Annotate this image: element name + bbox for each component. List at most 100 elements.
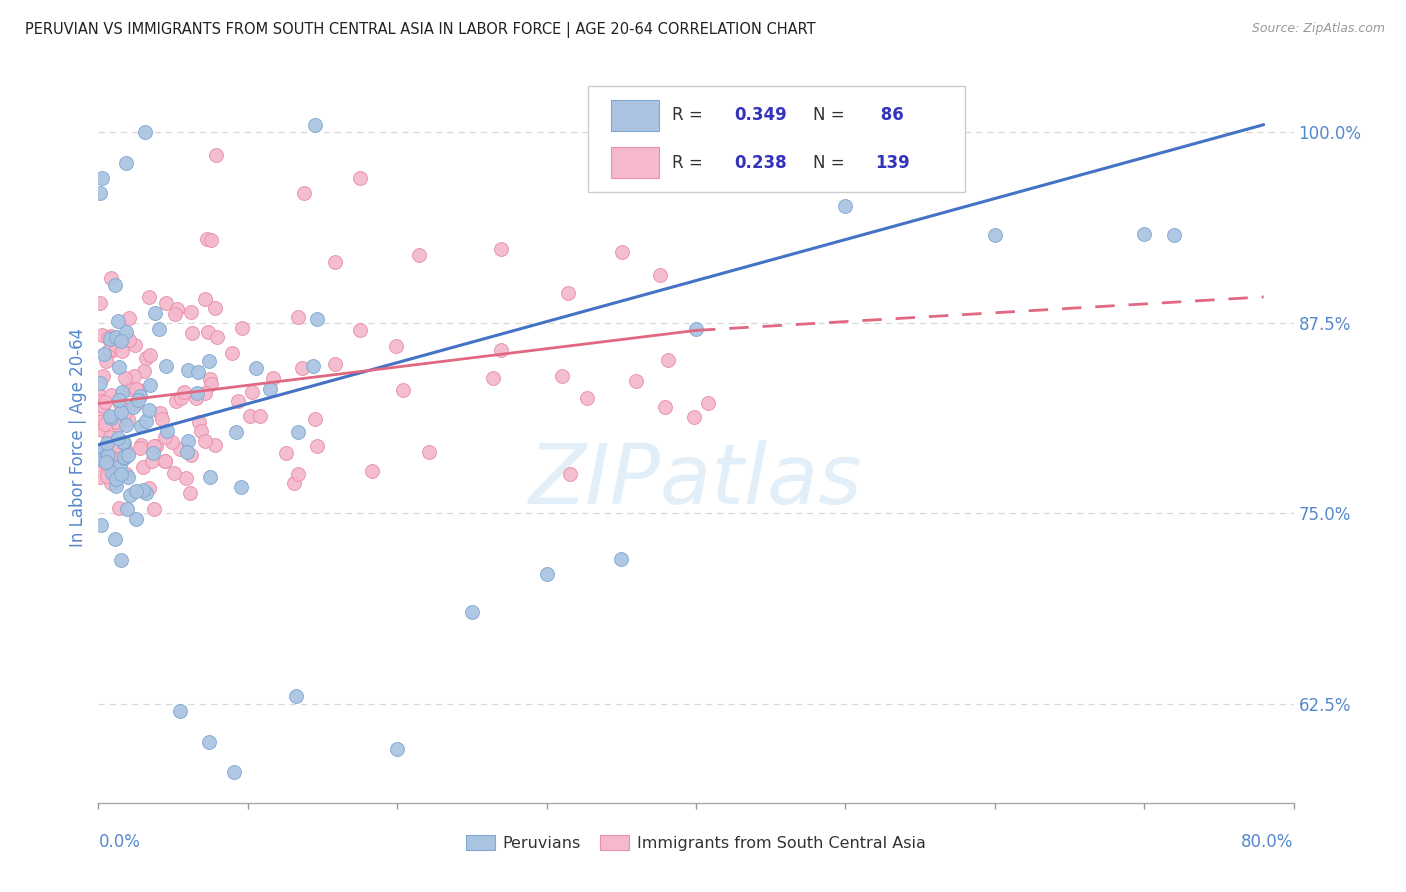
Point: [135, 485, 157, 500]
Point: [91, 171, 114, 186]
Point: [100, 411, 122, 425]
Point: [143, 305, 166, 319]
Point: [101, 436, 124, 450]
Point: [97, 457, 120, 471]
Point: [142, 446, 165, 460]
Point: [108, 458, 131, 472]
Point: [107, 314, 129, 328]
Point: [240, 384, 263, 399]
Point: [557, 285, 579, 300]
Point: [111, 434, 134, 449]
Point: [249, 409, 271, 423]
Point: [89, 410, 111, 425]
Point: [107, 431, 129, 445]
Point: [179, 486, 201, 500]
Point: [118, 311, 141, 326]
Point: [128, 383, 150, 397]
Point: [180, 305, 202, 319]
Point: [697, 396, 720, 410]
Point: [110, 553, 132, 567]
Point: [89, 376, 111, 390]
Point: [408, 248, 430, 262]
Point: [128, 389, 150, 403]
Point: [100, 435, 122, 450]
Point: [124, 383, 146, 397]
Point: [108, 397, 131, 411]
Point: [96, 469, 118, 483]
Point: [110, 405, 132, 419]
Point: [200, 376, 222, 391]
Point: [683, 410, 706, 425]
Point: [283, 476, 305, 491]
Point: [262, 371, 284, 385]
Point: [114, 442, 136, 456]
Point: [200, 470, 222, 484]
Point: [285, 689, 308, 703]
Point: [115, 156, 138, 170]
Point: [105, 438, 128, 452]
Point: [90, 394, 112, 409]
Point: [135, 351, 157, 365]
Point: [89, 469, 111, 483]
Point: [115, 325, 138, 339]
Point: [239, 409, 262, 423]
Point: [94, 394, 117, 409]
Point: [418, 444, 440, 458]
Point: [134, 364, 156, 378]
Point: [165, 307, 187, 321]
Point: [125, 483, 148, 498]
Point: [221, 346, 243, 360]
Point: [287, 310, 309, 325]
Text: R =: R =: [672, 106, 709, 124]
Point: [166, 302, 188, 317]
Point: [323, 255, 346, 269]
Point: [575, 391, 598, 405]
Point: [94, 440, 117, 454]
Point: [550, 368, 572, 383]
Point: [93, 417, 115, 431]
Point: [648, 268, 671, 282]
Text: 0.238: 0.238: [734, 153, 787, 172]
Point: [610, 552, 633, 566]
Point: [97, 449, 120, 463]
Point: [89, 186, 111, 201]
Point: [108, 393, 131, 408]
Point: [100, 328, 122, 343]
Point: [156, 424, 179, 438]
Point: [129, 442, 152, 456]
Point: [536, 567, 558, 582]
Point: [194, 292, 217, 306]
Point: [115, 417, 138, 432]
Point: [149, 406, 172, 420]
Point: [304, 118, 326, 132]
Point: [93, 399, 115, 413]
Point: [190, 424, 212, 438]
Point: [110, 334, 132, 348]
Point: [118, 333, 141, 347]
Point: [198, 735, 221, 749]
Point: [180, 326, 202, 340]
Point: [139, 348, 162, 362]
Point: [205, 148, 228, 162]
Point: [89, 415, 111, 429]
Point: [138, 290, 160, 304]
Point: [94, 354, 117, 368]
Point: [276, 446, 298, 460]
FancyBboxPatch shape: [612, 100, 659, 131]
Point: [90, 455, 112, 469]
Point: [94, 445, 117, 459]
Point: [162, 434, 184, 449]
Point: [94, 455, 117, 469]
Point: [304, 411, 326, 425]
Point: [120, 382, 142, 396]
Point: [111, 384, 134, 399]
Point: [105, 329, 128, 343]
Point: [624, 374, 647, 388]
Point: [112, 450, 135, 464]
Legend: Peruvians, Immigrants from South Central Asia: Peruvians, Immigrants from South Central…: [460, 828, 932, 857]
Point: [124, 337, 146, 351]
Point: [176, 445, 198, 459]
Point: [491, 343, 513, 357]
Point: [200, 233, 222, 247]
Point: [117, 448, 139, 462]
